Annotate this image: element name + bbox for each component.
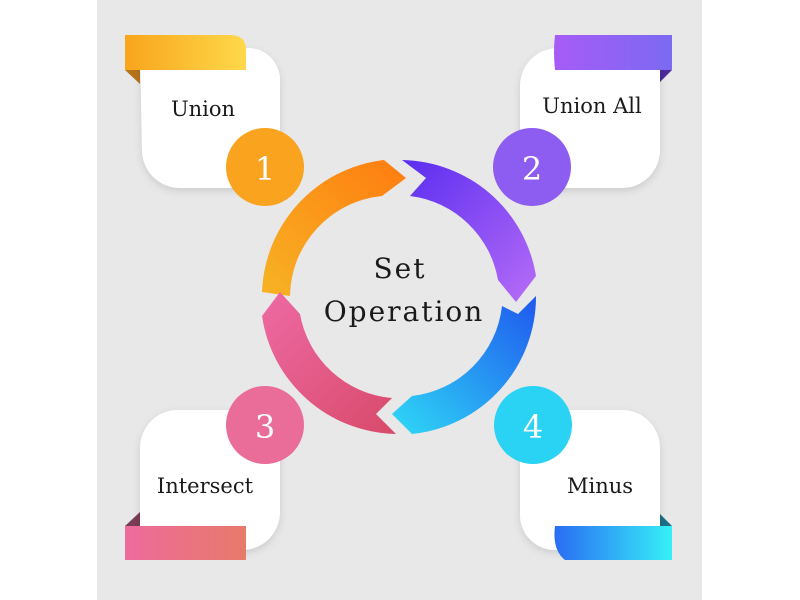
item-number-2: 2 (522, 150, 542, 188)
ribbon-fold-3 (125, 512, 140, 526)
number-circle-2 (493, 128, 571, 206)
number-circle-4 (494, 386, 572, 464)
item-number-3: 3 (255, 408, 275, 446)
item-label-3: Intersect (157, 474, 254, 498)
item-label-4: Minus (567, 474, 633, 498)
ribbon-2 (554, 35, 672, 70)
ring-segment-blue-arrow (392, 296, 537, 434)
ribbon-fold-4 (658, 512, 672, 526)
item-number-4: 4 (523, 408, 543, 446)
item-number-1: 1 (255, 150, 275, 188)
ribbon-fold-1 (125, 70, 140, 84)
cycle-ring (262, 160, 537, 434)
ring-segment-orange-arrow (262, 160, 406, 296)
center-title-line-1: Set (373, 252, 426, 285)
number-badge-2: 2 (493, 128, 571, 206)
item-label-2: Union All (542, 94, 642, 118)
center-title-line-2: Operation (324, 295, 485, 328)
ribbon-1 (125, 35, 246, 70)
ribbon-4 (554, 526, 672, 560)
ring-segment-pink-arrow (262, 292, 396, 434)
ribbon-3 (125, 526, 246, 560)
number-badge-4: 4 (494, 386, 572, 464)
ribbon-fold-2 (658, 70, 672, 84)
ring-segment-purple-arrow (402, 160, 536, 302)
item-label-1: Union (171, 97, 235, 121)
number-circle-3 (226, 386, 304, 464)
number-badge-3: 3 (226, 386, 304, 464)
number-badge-1: 1 (226, 128, 304, 206)
number-circle-1 (226, 128, 304, 206)
